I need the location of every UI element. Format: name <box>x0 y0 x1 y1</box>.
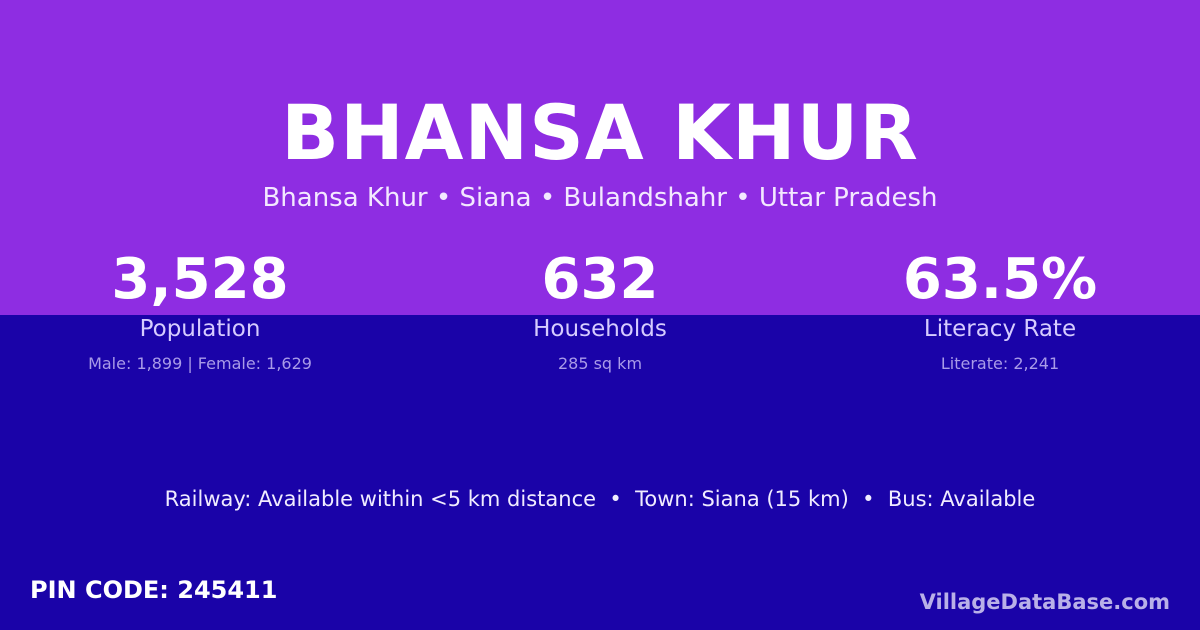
stat-detail: 285 sq km <box>557 354 643 373</box>
location-breadcrumb: Bhansa Khur • Siana • Bulandshahr • Utta… <box>262 183 938 213</box>
connectivity-info: Railway: Available within <5 km distance… <box>164 487 1036 511</box>
brand-watermark: VillageDataBase.com <box>919 590 1170 614</box>
stat-value: 63.5% <box>902 247 1098 312</box>
header-background <box>0 0 1200 315</box>
stat-value: 3,528 <box>111 247 289 312</box>
stat-label: Literacy Rate <box>923 316 1077 342</box>
stat-detail: Male: 1,899 | Female: 1,629 <box>88 354 312 373</box>
stat-detail: Literate: 2,241 <box>940 354 1060 373</box>
village-title: BHANSA KHUR <box>281 88 919 177</box>
stat-label: Population <box>139 316 261 342</box>
pin-code: PIN CODE: 245411 <box>30 576 278 604</box>
stat-population: 3,528 Population Male: 1,899 | Female: 1… <box>0 247 400 374</box>
stat-households: 632 Households 285 sq km <box>400 247 800 374</box>
stat-label: Households <box>533 316 667 342</box>
stat-value: 632 <box>541 247 659 312</box>
stat-literacy: 63.5% Literacy Rate Literate: 2,241 <box>800 247 1200 374</box>
